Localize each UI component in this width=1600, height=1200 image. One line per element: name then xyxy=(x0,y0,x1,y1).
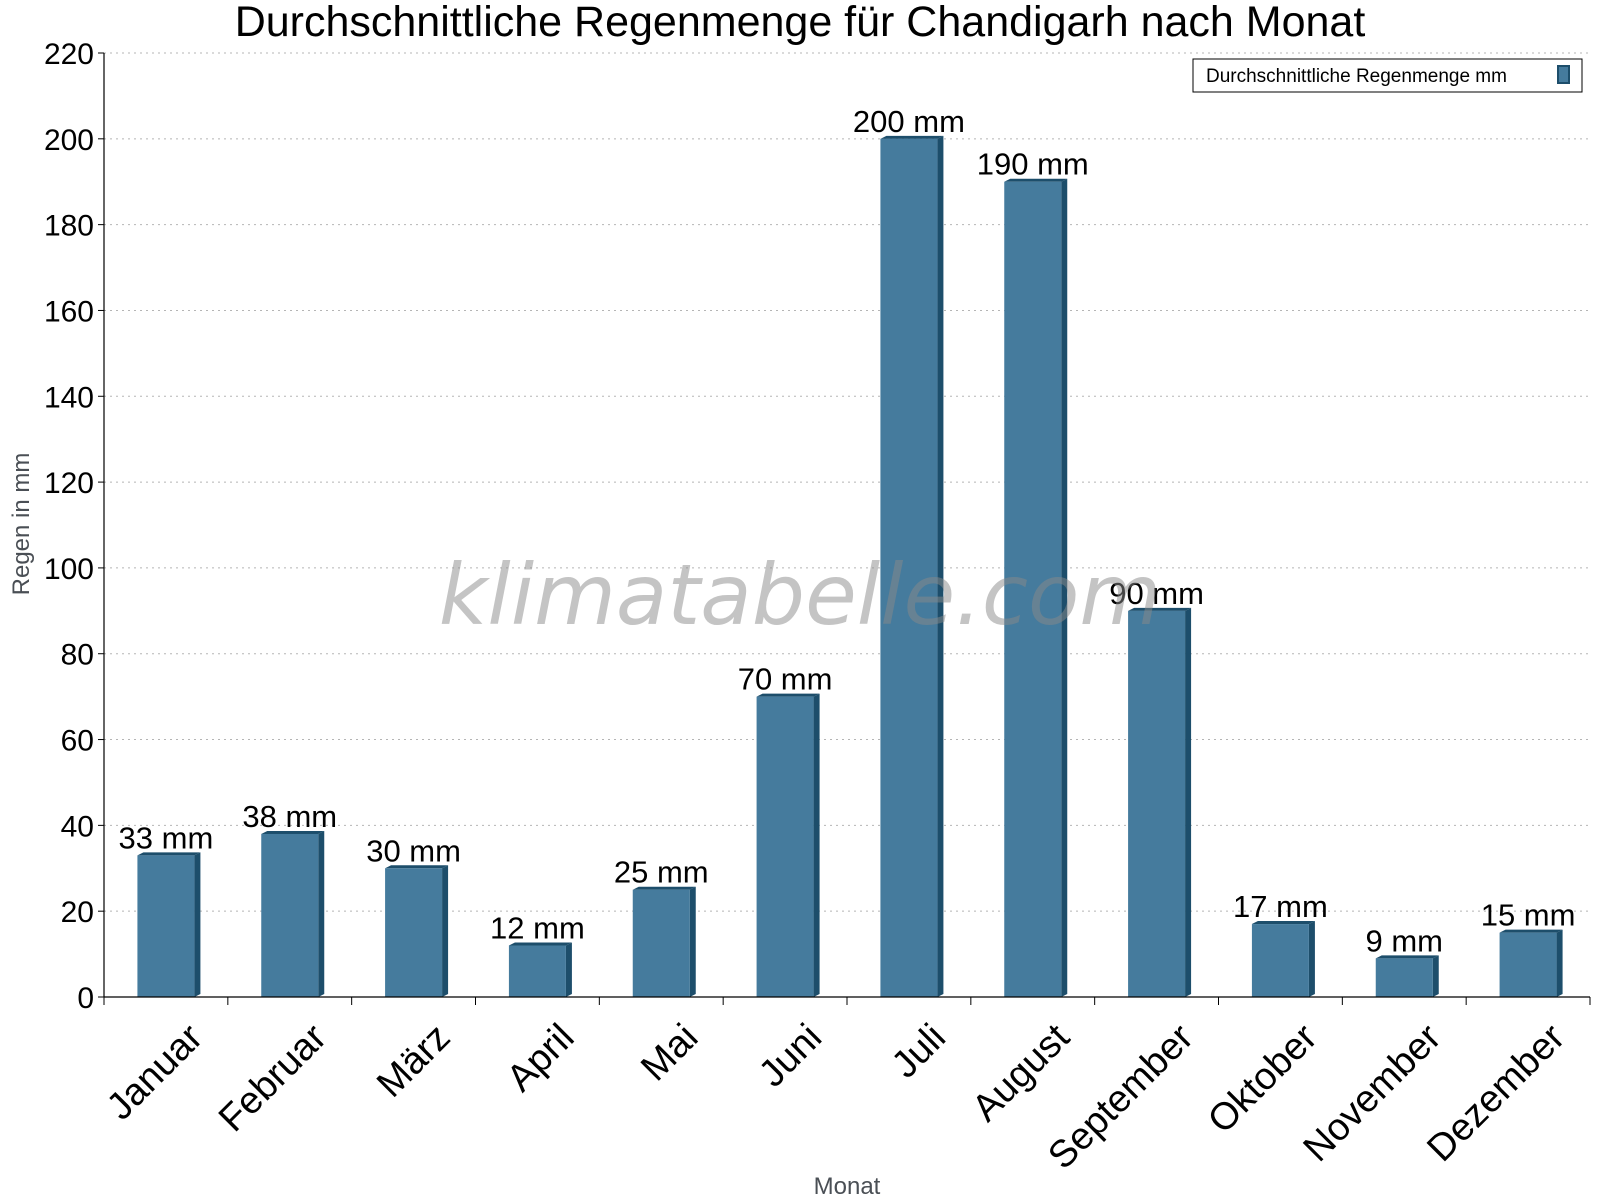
bar-top xyxy=(508,942,572,946)
y-tick-label: 80 xyxy=(61,639,94,672)
bar xyxy=(1251,921,1315,997)
x-tick-label: Januar xyxy=(99,1016,211,1128)
x-tick-label: März xyxy=(369,1016,458,1105)
chart-title: Durchschnittliche Regenmenge für Chandig… xyxy=(235,0,1366,46)
bar xyxy=(1128,607,1192,997)
y-tick-label: 20 xyxy=(61,896,94,929)
bar xyxy=(1375,955,1439,997)
legend-box xyxy=(1192,58,1583,93)
bar-side xyxy=(194,852,201,997)
legend: Durchschnittliche Regenmenge mm xyxy=(1192,58,1583,93)
bar-top xyxy=(1004,178,1068,182)
x-tick-label: Juni xyxy=(751,1016,830,1095)
bar xyxy=(880,135,944,997)
bar-side xyxy=(937,135,944,997)
bars xyxy=(137,135,1563,997)
bar xyxy=(137,852,201,997)
data-label: 33 mm xyxy=(119,820,214,855)
x-tick-label: Mai xyxy=(633,1016,706,1089)
bar-top xyxy=(632,886,696,890)
bar-side xyxy=(689,886,696,997)
bar xyxy=(508,942,572,997)
y-tick-label: 40 xyxy=(61,810,94,843)
data-label: 30 mm xyxy=(366,833,461,868)
bar-side xyxy=(1432,955,1439,997)
y-tick-label: 140 xyxy=(44,381,94,414)
data-label: 9 mm xyxy=(1366,923,1444,958)
bar xyxy=(385,865,449,997)
bar-side xyxy=(1556,929,1563,997)
bar-front xyxy=(137,855,195,997)
y-tick-label: 100 xyxy=(44,553,94,586)
y-tick-label: 0 xyxy=(77,982,94,1015)
bar xyxy=(632,886,696,997)
bar xyxy=(1004,178,1068,997)
data-label: 15 mm xyxy=(1481,898,1576,933)
x-tick-label: August xyxy=(964,1016,1078,1130)
bar-front xyxy=(1251,924,1309,997)
x-tick-label: April xyxy=(499,1016,582,1099)
y-tick-label: 220 xyxy=(44,38,94,71)
y-tick-label: 180 xyxy=(44,210,94,243)
bar-top xyxy=(1375,955,1439,959)
y-tick-label: 160 xyxy=(44,295,94,328)
bar-front xyxy=(508,945,566,997)
data-label: 25 mm xyxy=(614,855,709,890)
bar xyxy=(1499,929,1563,997)
x-tick-label: Juli xyxy=(884,1016,954,1086)
x-axis-label: Monat xyxy=(814,1173,881,1200)
bar-top xyxy=(137,852,201,856)
data-label: 200 mm xyxy=(853,104,965,139)
grid-lines xyxy=(104,52,1590,912)
bar-front xyxy=(1004,181,1062,997)
bar-top xyxy=(880,135,944,139)
bar-front xyxy=(1499,932,1557,997)
x-tick-label: Dezember xyxy=(1419,1016,1573,1170)
y-axis-label: Regen in mm xyxy=(8,453,35,596)
y-axis-ticks: 0 20 40 60 80 100 120 140 160 180 200 220 xyxy=(44,38,104,1015)
bar-top xyxy=(261,830,325,834)
bar-side xyxy=(1185,607,1192,997)
data-label: 38 mm xyxy=(242,799,337,834)
bar-front xyxy=(385,868,443,997)
bar-top xyxy=(1128,607,1192,611)
bar-top xyxy=(756,693,820,697)
legend-label: Durchschnittliche Regenmenge mm xyxy=(1206,66,1507,87)
bar-top xyxy=(1251,921,1315,925)
data-label: 190 mm xyxy=(977,147,1089,182)
bar-side xyxy=(1061,178,1068,997)
bar-top xyxy=(385,865,449,869)
y-tick-label: 60 xyxy=(61,725,94,758)
bar-front xyxy=(756,696,814,997)
bar-front xyxy=(261,833,319,997)
value-labels: 33 mm 38 mm 30 mm 12 mm 25 mm 70 mm 200 mm 190 … xyxy=(119,104,1576,959)
bar-side xyxy=(318,830,325,997)
x-tick-label: Oktober xyxy=(1200,1016,1326,1142)
legend-swatch xyxy=(1557,65,1570,84)
y-tick-label: 120 xyxy=(44,467,94,500)
bar-side xyxy=(565,942,572,997)
y-tick-label: 200 xyxy=(44,124,94,157)
data-label: 70 mm xyxy=(738,662,833,697)
bar-side xyxy=(813,693,820,997)
bar-front xyxy=(632,889,690,997)
data-label: 12 mm xyxy=(490,911,585,946)
bar-front xyxy=(880,138,938,997)
bar-side xyxy=(1308,921,1315,997)
bar-top xyxy=(1499,929,1563,933)
bar-front xyxy=(1375,958,1433,997)
data-label: 90 mm xyxy=(1109,576,1204,611)
x-tick-label: Februar xyxy=(211,1016,335,1140)
data-label: 17 mm xyxy=(1233,889,1328,924)
bar xyxy=(756,693,820,997)
bar-front xyxy=(1128,610,1186,997)
bar xyxy=(261,830,325,997)
bar-side xyxy=(442,865,449,997)
x-axis-ticks: Januar Februar März April Mai Juni Juli AugustS… xyxy=(99,997,1591,1177)
watermark-text: klimatabelle.com xyxy=(439,546,1162,644)
